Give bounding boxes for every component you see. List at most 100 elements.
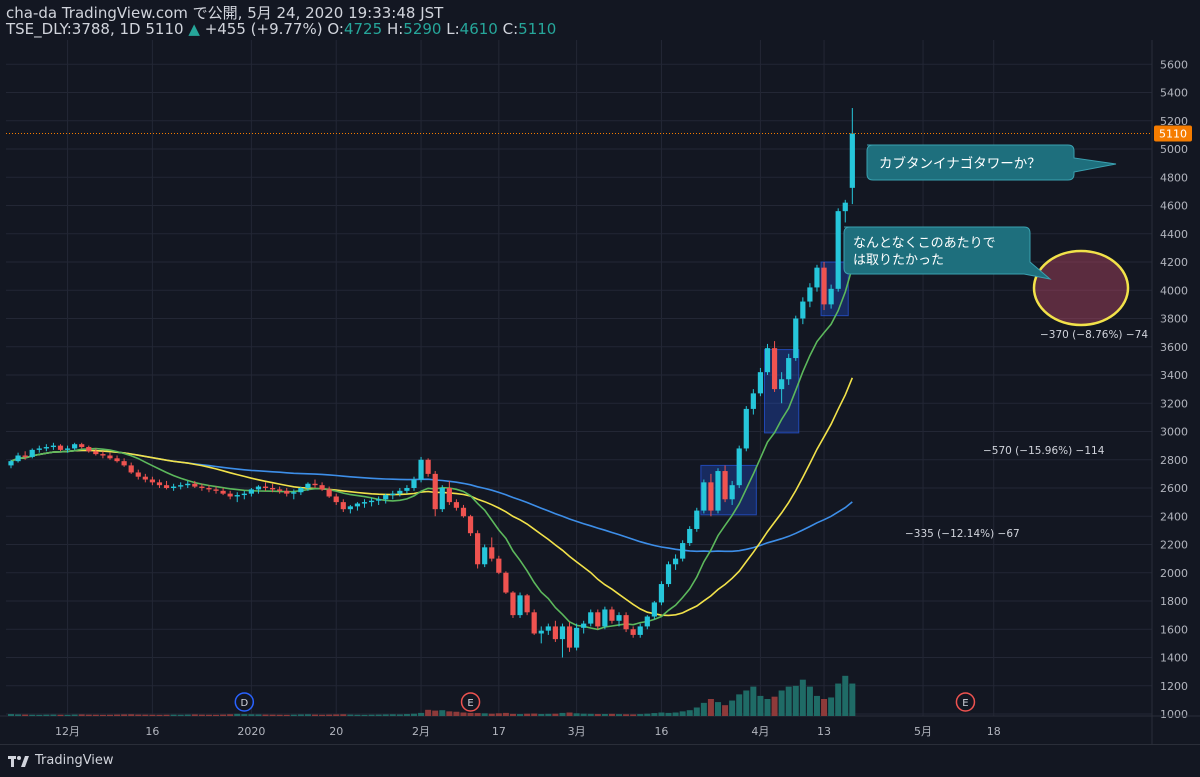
- candle-body: [291, 492, 297, 494]
- volume-bar: [502, 712, 509, 716]
- volume-bar: [15, 714, 22, 716]
- volume-bar: [8, 714, 14, 716]
- volume-bar: [693, 707, 700, 716]
- volume-bar: [509, 713, 516, 716]
- callout-box[interactable]: [866, 144, 1117, 181]
- event-marker[interactable]: [234, 692, 255, 712]
- candle-body: [8, 461, 14, 466]
- volume-bar: [50, 714, 57, 716]
- volume-bar: [29, 714, 36, 716]
- volume-bar: [57, 714, 64, 716]
- volume-bar: [580, 713, 587, 716]
- candle-body: [72, 444, 78, 449]
- y-tick-label: 2200: [1160, 539, 1188, 552]
- candle-body: [623, 615, 629, 630]
- y-tick-label: 1000: [1160, 708, 1188, 721]
- x-tick-label: 5月: [914, 725, 932, 738]
- volume-bar: [403, 714, 410, 716]
- event-marker[interactable]: [955, 692, 976, 712]
- candle-body: [185, 483, 191, 486]
- volume-bar: [432, 710, 439, 716]
- candle-body: [347, 506, 353, 510]
- candle-body: [312, 483, 318, 486]
- volume-bar: [340, 714, 347, 716]
- volume-bar: [792, 685, 799, 716]
- candle-body: [206, 488, 212, 490]
- candle-body: [489, 547, 495, 559]
- volume-bar: [128, 714, 135, 716]
- callout-box[interactable]: [843, 226, 1052, 280]
- candle-body: [467, 516, 474, 534]
- volume-bar: [488, 713, 495, 716]
- candle-body: [503, 572, 509, 593]
- volume-bar: [446, 711, 453, 716]
- volume-bar: [92, 714, 99, 716]
- volume-bar: [425, 709, 432, 716]
- candle-body: [630, 629, 636, 635]
- y-tick-label: 3200: [1160, 397, 1188, 410]
- candle-body: [743, 408, 749, 449]
- candle-body: [390, 493, 396, 496]
- volume-bar: [799, 679, 806, 716]
- candle-body: [453, 502, 460, 508]
- volume-bar: [347, 714, 354, 716]
- low-value: 4610: [459, 20, 498, 38]
- volume-bar: [495, 713, 502, 716]
- volume-bar: [262, 714, 269, 716]
- volume-bar: [665, 712, 672, 716]
- y-tick-label: 5600: [1160, 58, 1188, 71]
- candle-body: [284, 490, 290, 494]
- volume-bar: [149, 714, 156, 716]
- volume-bar: [460, 712, 467, 716]
- volume-bar: [439, 710, 446, 716]
- candle-body: [418, 459, 424, 480]
- candle-body: [319, 485, 325, 490]
- candle-body: [22, 455, 28, 457]
- candle-body: [701, 482, 707, 511]
- candle-body: [298, 488, 304, 493]
- candle-body: [814, 267, 820, 288]
- highlight-ellipse: [1032, 249, 1130, 327]
- candle-body: [333, 496, 339, 503]
- volume-bar: [686, 710, 693, 716]
- candle-body: [439, 488, 445, 510]
- volume-bar: [361, 714, 368, 716]
- candle-body: [79, 444, 85, 448]
- candle-body: [828, 288, 834, 305]
- volume-bar: [842, 675, 849, 716]
- candle-body: [680, 543, 686, 559]
- volume-bar: [743, 690, 750, 716]
- volume-bar: [715, 702, 721, 716]
- candle-body: [425, 459, 431, 474]
- volume-bar: [813, 695, 820, 716]
- volume-bar: [601, 713, 608, 716]
- volume-bar: [99, 714, 106, 716]
- candle-body: [750, 393, 756, 409]
- candle-body: [326, 489, 332, 497]
- y-tick-label: 4400: [1160, 228, 1188, 241]
- candle-body: [241, 493, 247, 496]
- candle-body: [552, 626, 558, 640]
- candle-body: [574, 627, 580, 648]
- y-tick-label: 1600: [1160, 623, 1188, 636]
- high-label: H:: [386, 20, 404, 38]
- candle-body: [821, 267, 827, 305]
- volume-bar: [85, 714, 92, 716]
- volume-bar: [481, 713, 488, 716]
- candle-body: [764, 348, 771, 373]
- event-marker[interactable]: [460, 692, 481, 712]
- volume-bar: [453, 711, 460, 716]
- volume-bar: [142, 714, 149, 716]
- candle-body: [496, 558, 502, 573]
- volume-bar: [608, 713, 615, 716]
- candle-body: [29, 449, 35, 457]
- candle-body: [248, 489, 254, 494]
- x-tick-label: 20: [329, 725, 343, 738]
- x-tick-label: 13: [817, 725, 831, 738]
- volume-bar: [644, 713, 651, 716]
- volume-bar: [304, 714, 311, 716]
- volume-bar: [467, 712, 474, 716]
- candle-body: [715, 471, 721, 511]
- volume-bar: [234, 713, 241, 716]
